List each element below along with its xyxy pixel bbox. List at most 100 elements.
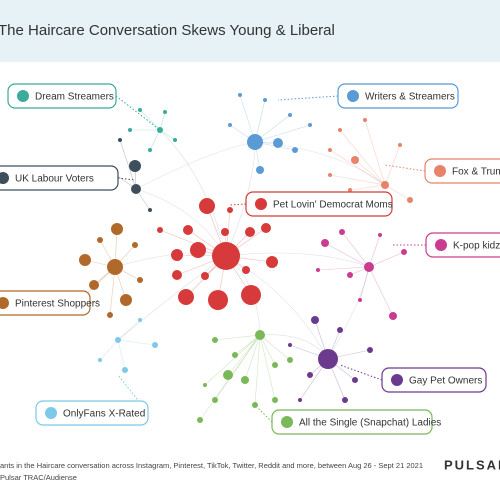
node: [173, 138, 177, 142]
label-pill: [245, 191, 393, 217]
node: [261, 223, 271, 233]
node: [378, 233, 382, 237]
edge: [204, 334, 261, 386]
node: [152, 342, 158, 348]
node: [338, 128, 342, 132]
node: [308, 123, 312, 127]
node: [263, 98, 267, 102]
label-pill: [425, 232, 500, 258]
node: [79, 254, 91, 266]
edge: [254, 124, 311, 143]
node: [381, 181, 389, 189]
edge: [214, 334, 261, 341]
edge: [117, 339, 126, 371]
leader-line: [229, 203, 247, 206]
node: [407, 197, 413, 203]
node: [148, 208, 152, 212]
node: [292, 147, 298, 153]
edge: [114, 252, 227, 268]
edge: [324, 242, 370, 268]
node: [138, 108, 142, 112]
edge: [109, 266, 116, 316]
node: [364, 262, 374, 272]
node: [352, 377, 358, 383]
node: [120, 294, 132, 306]
label-dot: [0, 297, 9, 309]
label-pill: [0, 290, 91, 316]
node: [157, 227, 163, 233]
node: [221, 228, 229, 236]
node: [328, 148, 332, 152]
node: [107, 312, 113, 318]
cluster-labels: Dream Streamers Writers & Streamers Fox & …: [0, 83, 500, 435]
node: [241, 376, 249, 384]
node: [183, 225, 193, 235]
node: [129, 160, 141, 172]
node: [363, 118, 367, 122]
node: [328, 173, 332, 177]
node: [137, 277, 143, 283]
node: [298, 398, 302, 402]
node: [321, 239, 329, 247]
edge: [254, 141, 386, 186]
node: [122, 367, 128, 373]
node: [288, 113, 292, 117]
node: [242, 266, 250, 274]
edge: [359, 266, 370, 301]
node: [148, 148, 152, 152]
cluster-label: Pinterest Shoppers: [15, 299, 100, 310]
leader-line: [115, 95, 161, 131]
label-pill: [424, 158, 500, 184]
node: [247, 134, 263, 150]
edge: [259, 334, 276, 366]
label-pill: [35, 400, 149, 426]
node: [307, 372, 313, 378]
edge: [239, 94, 256, 143]
edge: [244, 334, 261, 381]
edge: [117, 319, 141, 341]
edge: [135, 141, 256, 190]
edge: [327, 266, 370, 360]
node: [208, 290, 228, 310]
node: [212, 242, 240, 270]
label-pill: [337, 83, 459, 109]
edge: [159, 129, 227, 257]
nodes: [76, 93, 413, 423]
label-dot: [391, 374, 403, 386]
node: [401, 249, 407, 255]
node: [98, 358, 102, 362]
node: [342, 397, 348, 403]
edge: [329, 174, 386, 186]
edge: [135, 188, 227, 257]
node: [89, 280, 99, 290]
edge: [139, 109, 161, 131]
node: [351, 156, 359, 164]
cluster-label: Writers & Streamers: [365, 92, 455, 103]
edge: [329, 149, 386, 186]
label-pill: [381, 367, 487, 393]
label-pill: [0, 165, 119, 191]
edge: [368, 234, 381, 268]
edge: [225, 252, 370, 268]
footer-note: ants in the Haircare conversation across…: [0, 461, 423, 470]
label-dot: [45, 407, 57, 419]
node: [201, 272, 209, 280]
edge: [234, 334, 261, 356]
label-dot: [17, 90, 29, 102]
edge: [317, 266, 370, 271]
edge: [368, 251, 405, 268]
node: [266, 256, 278, 268]
leader-line: [384, 164, 426, 172]
node: [97, 237, 103, 243]
cluster-label: Dream Streamers: [35, 92, 114, 103]
node: [228, 123, 232, 127]
node: [339, 229, 345, 235]
node: [199, 198, 215, 214]
edge: [119, 139, 137, 190]
edge: [354, 159, 386, 186]
label-dot: [281, 416, 293, 428]
edge: [341, 231, 370, 268]
cluster-label: OnlyFans X-Rated: [63, 409, 145, 420]
cluster-label: Pet Lovin' Democrat Moms: [273, 200, 393, 211]
label-dot: [347, 90, 359, 102]
